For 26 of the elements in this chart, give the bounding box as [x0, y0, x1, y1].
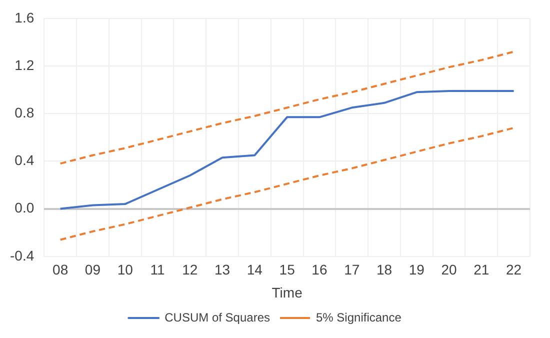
y-tick-label: 1.6: [14, 9, 34, 26]
legend-label: CUSUM of Squares: [164, 310, 270, 324]
x-tick-label: 21: [474, 262, 490, 278]
x-axis-title: Time: [272, 284, 303, 300]
x-tick-label: 15: [279, 262, 296, 278]
x-tick-label: 17: [344, 262, 360, 278]
x-tick-label: 14: [246, 262, 263, 278]
line-series: [59, 50, 515, 165]
x-tick-label: 22: [506, 262, 522, 278]
line-series: [59, 126, 515, 241]
x-tick-label: 19: [408, 262, 425, 278]
x-tick-label: 09: [84, 262, 101, 278]
x-tick-label: 20: [441, 262, 458, 278]
x-tick-label: 13: [214, 262, 230, 278]
x-tick-label: 16: [312, 262, 328, 278]
x-tick-label: 08: [52, 262, 68, 278]
x-tick-label: 12: [182, 262, 198, 278]
x-tick-label: 10: [117, 262, 134, 278]
y-tick-label: 0.8: [14, 104, 34, 120]
y-tick-label: 0.4: [14, 152, 34, 168]
y-tick-label: 0.0: [14, 200, 34, 216]
legend-label: 5% Significance: [316, 310, 402, 324]
x-tick-label: 11: [150, 262, 165, 278]
y-tick-label: 1.2: [14, 56, 34, 73]
x-tick-label: 18: [376, 262, 392, 278]
y-tick-label: -0.4: [10, 247, 34, 264]
